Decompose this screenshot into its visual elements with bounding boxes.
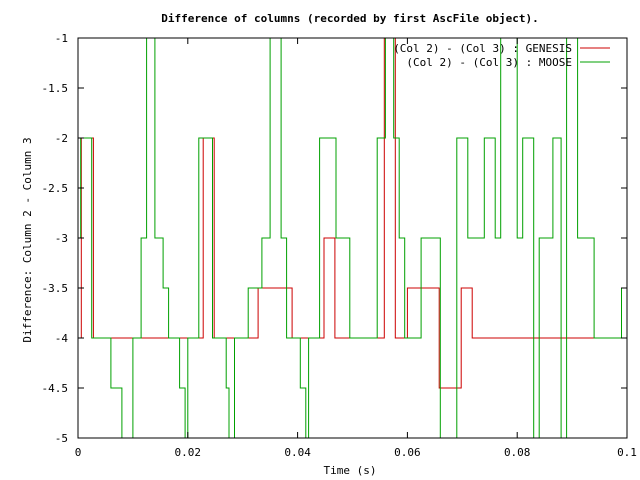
x-tick-label: 0.08 (504, 446, 531, 459)
y-tick-label: -4 (55, 332, 69, 345)
x-tick-label: 0.06 (394, 446, 421, 459)
y-tick-label: -4.5 (42, 382, 69, 395)
legend: (Col 2) - (Col 3) : GENESIS(Col 2) - (Co… (393, 42, 610, 69)
series-line-moose (78, 37, 627, 439)
y-axis-label: Difference: Column 2 - Column 3 (21, 137, 34, 342)
legend-label-genesis: (Col 2) - (Col 3) : GENESIS (393, 42, 572, 55)
x-axis-label: Time (s) (324, 464, 377, 477)
series-layer (78, 37, 627, 439)
y-tick-label: -3 (55, 232, 68, 245)
x-tick-label: 0 (75, 446, 82, 459)
y-tick-label: -2 (55, 132, 68, 145)
y-tick-label: -1 (55, 32, 68, 45)
axes-layer: 0 0.02 0.04 0.06 0.08 0.1 -1 -1.5 -2 -2.5 -3 -3.5 -4… (42, 32, 637, 459)
x-tick-label: 0.02 (175, 446, 202, 459)
y-tick-label: -3.5 (42, 282, 69, 295)
chart-title: Difference of columns (recorded by first… (161, 12, 539, 25)
x-tick-label: 0.04 (284, 446, 311, 459)
y-tick-label: -1.5 (42, 82, 69, 95)
legend-label-moose: (Col 2) - (Col 3) : MOOSE (406, 56, 572, 69)
y-tick-label: -2.5 (42, 182, 69, 195)
y-tick-label: -5 (55, 432, 68, 445)
series-line-genesis (78, 37, 627, 389)
x-tick-label: 0.1 (617, 446, 637, 459)
